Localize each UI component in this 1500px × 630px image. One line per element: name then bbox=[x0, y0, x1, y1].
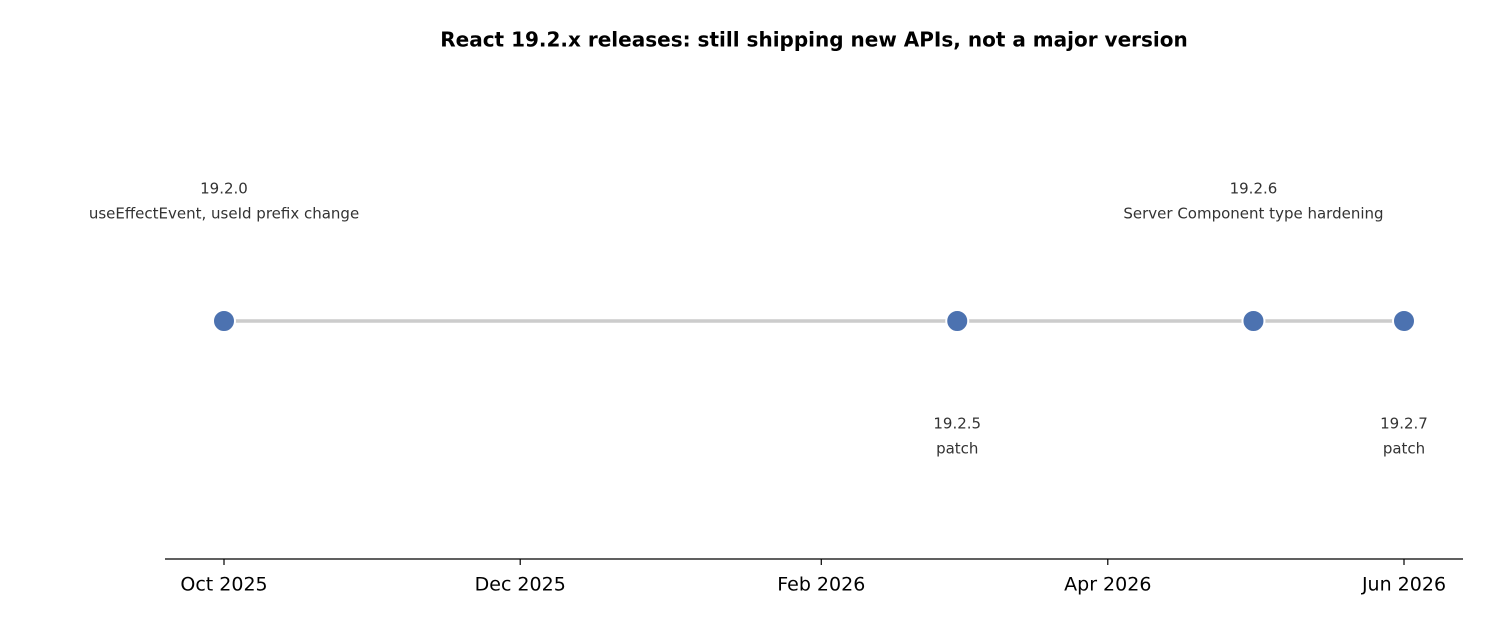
version-label: 19.2.5 bbox=[933, 415, 981, 433]
x-tick-label: Apr 2026 bbox=[1064, 574, 1151, 596]
release-note: patch bbox=[1383, 440, 1425, 458]
release-note: patch bbox=[936, 440, 978, 458]
x-tick-label: Oct 2025 bbox=[180, 574, 267, 596]
release-point bbox=[1392, 309, 1416, 333]
version-label: 19.2.0 bbox=[200, 180, 248, 198]
release-point bbox=[945, 309, 970, 333]
release-note: Server Component type hardening bbox=[1123, 205, 1383, 223]
release-point bbox=[1241, 309, 1266, 333]
release-note: useEffectEvent, useId prefix change bbox=[89, 205, 359, 223]
x-tick-label: Feb 2026 bbox=[777, 574, 865, 596]
x-tick-label: Dec 2025 bbox=[475, 574, 566, 596]
version-label: 19.2.6 bbox=[1230, 180, 1278, 198]
chart-title: React 19.2.x releases: still shipping ne… bbox=[440, 28, 1188, 52]
x-tick-label: Jun 2026 bbox=[1361, 574, 1446, 596]
release-point bbox=[212, 309, 236, 333]
version-label: 19.2.7 bbox=[1380, 415, 1428, 433]
